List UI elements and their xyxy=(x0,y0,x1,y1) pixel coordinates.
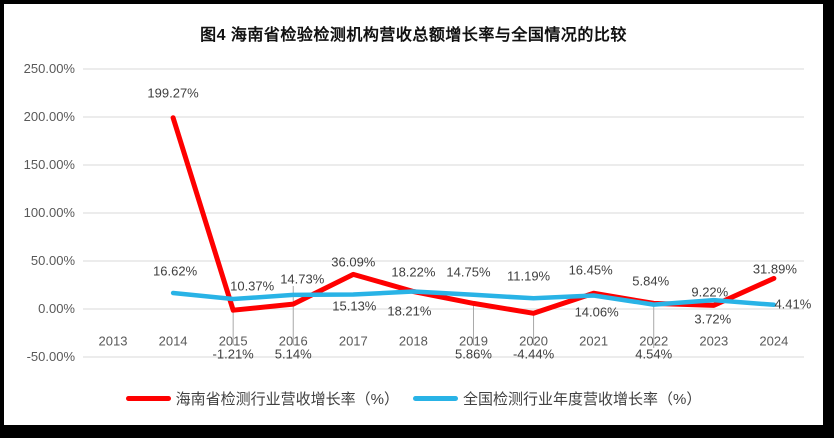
legend-label-national: 全国检测行业年度营收增长率（%） xyxy=(463,391,702,408)
legend-line-blue-icon xyxy=(413,396,458,401)
chart-area: 图4 海南省检验检测机构营收总额增长率与全国情况的比较 海南省检测行业营收增长率… xyxy=(4,4,823,425)
legend-item-national: 全国检测行业年度营收增长率（%） xyxy=(413,388,701,409)
legend-item-hainan: 海南省检测行业营收增长率（%） xyxy=(125,388,399,409)
chart-legend: 海南省检测行业营收增长率（%） 全国检测行业年度营收增长率（%） xyxy=(4,388,823,409)
legend-line-red-icon xyxy=(125,396,171,401)
chart-title: 图4 海南省检验检测机构营收总额增长率与全国情况的比较 xyxy=(200,27,627,44)
legend-label-hainan: 海南省检测行业营收增长率（%） xyxy=(175,391,399,408)
